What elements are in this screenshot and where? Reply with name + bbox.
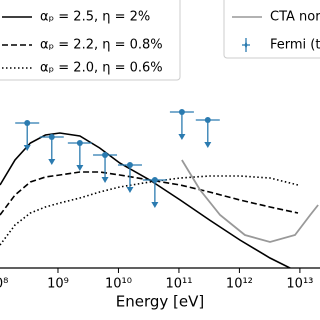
data-point	[24, 120, 31, 126]
legend-label: αₚ = 2.2, η = 0.8%	[40, 38, 163, 53]
legend-entry: αₚ = 2.5, η = 2%	[2, 10, 150, 25]
legend-entry: Fermi (this work)	[242, 38, 320, 53]
arrow-head	[101, 177, 109, 183]
arrow-head	[126, 187, 134, 193]
legend-label: Fermi (this work)	[270, 38, 320, 53]
x-tick-label: 10¹¹	[165, 277, 192, 292]
upper-limit	[117, 162, 142, 193]
x-tick-label: 10¹³	[286, 277, 313, 292]
legend-label: αₚ = 2.0, η = 0.6%	[40, 61, 163, 76]
legend-label: αₚ = 2.5, η = 2%	[40, 10, 150, 25]
upper-limit	[93, 152, 118, 183]
legend-entry: αₚ = 2.2, η = 0.8%	[2, 38, 163, 53]
legend-entry: CTA north (50h)	[232, 10, 320, 25]
x-tick-label: 10¹²	[226, 277, 253, 292]
legend-entry: αₚ = 2.0, η = 0.6%	[2, 61, 163, 76]
legend-frame	[0, 0, 181, 81]
legend-frame	[223, 0, 320, 59]
arrow-head	[48, 159, 56, 165]
data-point	[126, 162, 133, 168]
data-point	[76, 140, 83, 146]
arrow-head	[151, 202, 159, 208]
plot-area	[0, 109, 319, 268]
arrow-head	[178, 134, 186, 140]
arrow-head	[76, 165, 84, 171]
upper-limit	[142, 177, 167, 208]
x-tick-label: 10⁸	[0, 277, 8, 292]
upper-limit	[67, 140, 92, 171]
arrow-head	[23, 145, 31, 151]
data-line	[0, 171, 299, 216]
upper-limit	[39, 134, 64, 165]
legend: αₚ = 2.5, η = 2% αₚ = 2.2, η = 0.8% αₚ = 2…	[2, 10, 320, 76]
data-line	[0, 175, 299, 246]
data-line	[181, 159, 319, 243]
upper-limit	[169, 109, 194, 140]
data-point	[151, 177, 158, 183]
data-point	[48, 134, 55, 140]
x-tick-label: 10⁹	[47, 277, 69, 292]
upper-limit	[15, 120, 40, 151]
upper-limit	[195, 117, 220, 148]
arrow-head	[204, 142, 212, 148]
legend-label: CTA north (50h)	[270, 10, 320, 25]
data-point	[204, 117, 211, 123]
data-point	[178, 109, 185, 115]
legend-symbol	[244, 41, 248, 49]
x-tick-label: 10¹⁰	[105, 277, 132, 292]
x-axis-label: Energy [eV]	[116, 293, 204, 311]
data-point	[102, 152, 109, 158]
